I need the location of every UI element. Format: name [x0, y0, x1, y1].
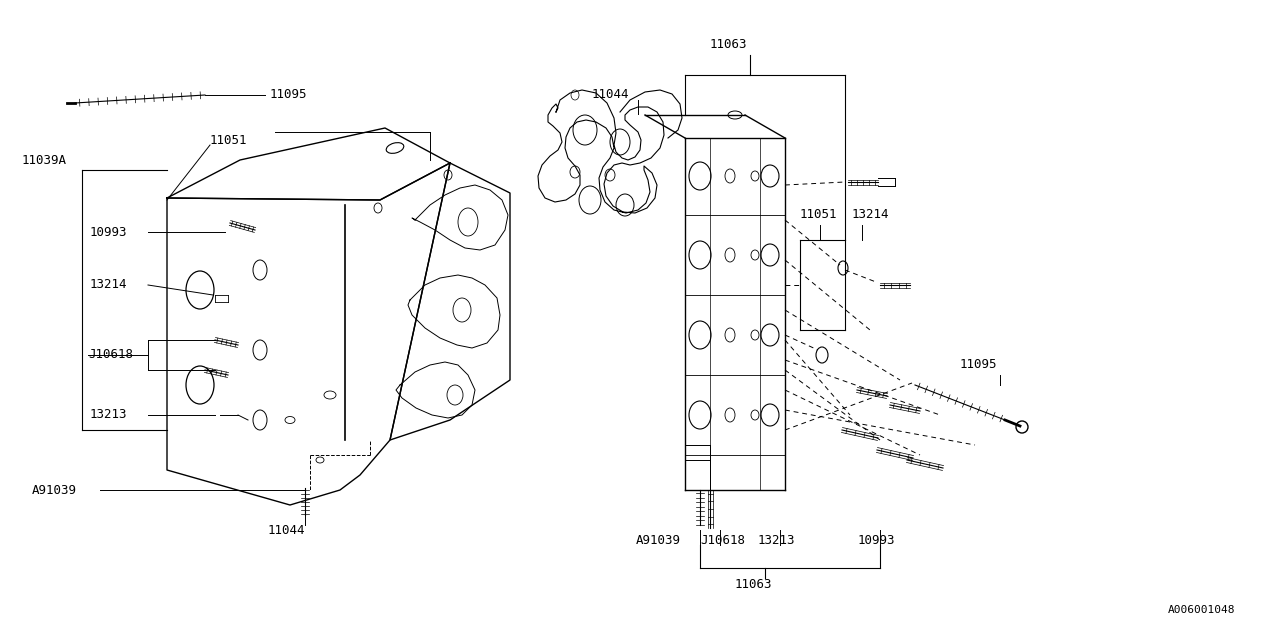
Text: 11095: 11095 — [960, 358, 997, 371]
Text: 13214: 13214 — [852, 209, 890, 221]
Text: 11063: 11063 — [735, 579, 773, 591]
Text: 11044: 11044 — [268, 524, 306, 536]
Text: A006001048: A006001048 — [1169, 605, 1235, 615]
Text: 11044: 11044 — [591, 88, 630, 102]
Text: A91039: A91039 — [636, 534, 681, 547]
Text: A91039: A91039 — [32, 483, 77, 497]
Text: 10993: 10993 — [858, 534, 896, 547]
Text: 11095: 11095 — [270, 88, 307, 102]
Text: J10618: J10618 — [700, 534, 745, 547]
Text: J10618: J10618 — [88, 349, 133, 362]
Text: 11051: 11051 — [210, 134, 247, 147]
Text: 11063: 11063 — [710, 38, 748, 51]
Text: 11039A: 11039A — [22, 154, 67, 166]
Text: 10993: 10993 — [90, 225, 128, 239]
Text: 13213: 13213 — [758, 534, 795, 547]
Text: 13214: 13214 — [90, 278, 128, 291]
Text: 11051: 11051 — [800, 209, 837, 221]
Text: 13213: 13213 — [90, 408, 128, 422]
